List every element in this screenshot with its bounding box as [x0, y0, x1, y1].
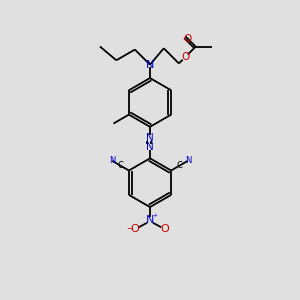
Text: C: C [118, 161, 124, 170]
Text: C: C [176, 161, 182, 170]
Text: −: − [127, 224, 133, 233]
Text: O: O [131, 224, 140, 234]
Text: O: O [160, 224, 169, 234]
Text: N: N [146, 133, 154, 143]
Text: N: N [185, 156, 191, 165]
Text: N: N [146, 215, 154, 225]
Text: +: + [152, 213, 157, 218]
Text: N: N [109, 156, 115, 165]
Text: N: N [146, 60, 154, 70]
Text: O: O [184, 34, 192, 44]
Text: O: O [181, 52, 189, 62]
Text: N: N [146, 142, 154, 152]
